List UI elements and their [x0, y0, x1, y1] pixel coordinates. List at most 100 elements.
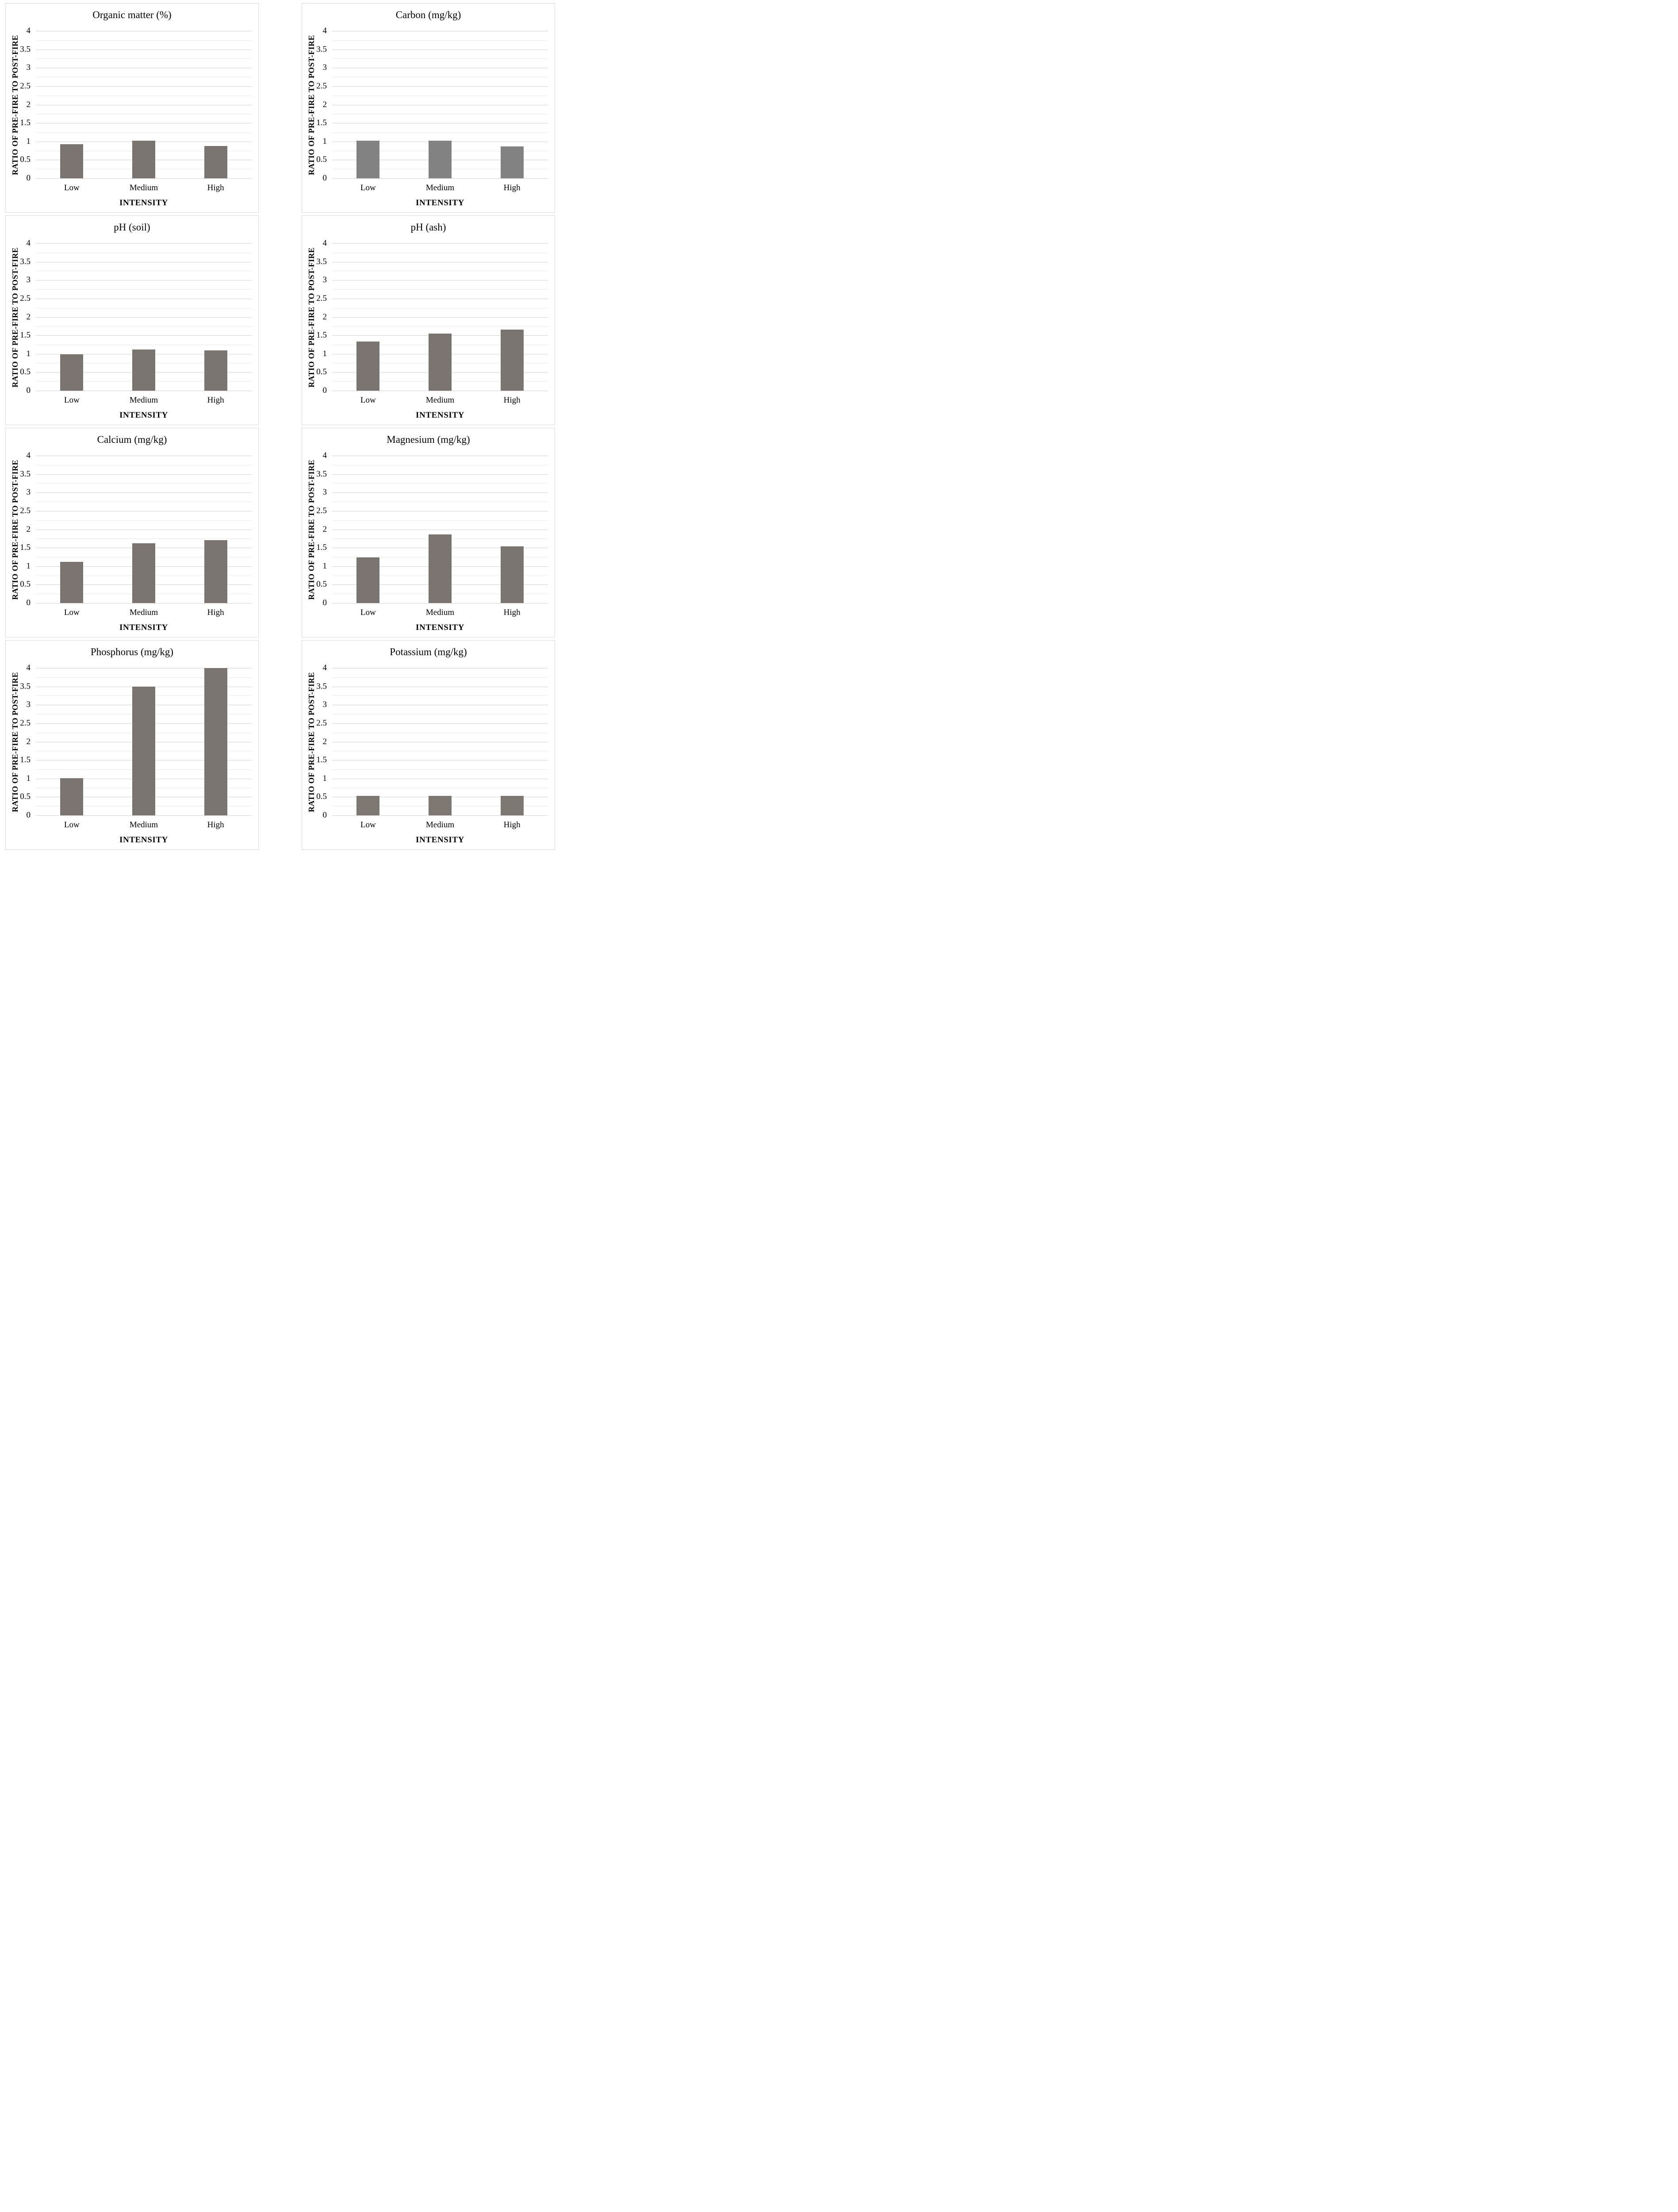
chart-title: Phosphorus (mg/kg)	[90, 646, 174, 657]
bar-high	[204, 540, 227, 603]
y-tick-label: 1	[26, 136, 31, 146]
bar-medium	[429, 534, 452, 603]
y-tick-label: 0	[322, 173, 327, 183]
x-axis-title: INTENSITY	[416, 623, 464, 632]
bar-low	[356, 796, 379, 815]
x-category-label: High	[503, 396, 521, 405]
x-axis-title: INTENSITY	[416, 411, 464, 420]
y-tick-label: 4	[322, 451, 327, 460]
minor-gridline	[332, 520, 548, 521]
chart-title: Carbon (mg/kg)	[395, 9, 461, 20]
bar-high	[204, 146, 227, 178]
x-axis-category-labels: Low Medium High	[332, 183, 548, 193]
major-gridline	[36, 815, 252, 816]
chart-title: pH (soil)	[114, 222, 150, 233]
bar-medium	[132, 543, 155, 603]
y-tick-label: 3.5	[20, 469, 31, 479]
major-gridline	[332, 317, 548, 318]
figure-grid: Organic matter (%) RATIO OF PRE-FIRE TO P…	[0, 0, 559, 853]
y-tick-label: 2	[26, 737, 31, 746]
chart-title: Potassium (mg/kg)	[390, 646, 467, 657]
x-category-label: High	[503, 183, 521, 192]
y-tick-label: 3	[322, 488, 327, 497]
y-axis-tick-labels: 0 0.5 1 1.5 2 2.5 3 3.5 4	[6, 428, 32, 637]
major-gridline	[332, 474, 548, 475]
x-category-label: Low	[360, 820, 376, 830]
y-axis-tick-labels: 0 0.5 1 1.5 2 2.5 3 3.5 4	[302, 641, 329, 849]
y-tick-label: 0	[322, 810, 327, 820]
y-axis-tick-labels: 0 0.5 1 1.5 2 2.5 3 3.5 4	[302, 428, 329, 637]
x-axis-title: INTENSITY	[416, 835, 464, 845]
minor-gridline	[332, 677, 548, 678]
chart-title: Magnesium (mg/kg)	[387, 434, 470, 445]
y-tick-label: 0	[26, 810, 31, 820]
y-tick-label: 0.5	[316, 792, 327, 802]
minor-gridline	[36, 58, 252, 59]
y-tick-label: 0	[26, 386, 31, 395]
y-tick-label: 1	[322, 561, 327, 571]
y-tick-label: 1.5	[20, 330, 31, 340]
y-tick-label: 3.5	[316, 469, 327, 479]
bar-medium	[429, 796, 452, 815]
x-category-label: Medium	[129, 820, 158, 830]
y-tick-label: 1.5	[20, 755, 31, 765]
y-tick-label: 3.5	[20, 681, 31, 691]
y-tick-label: 2.5	[316, 718, 327, 728]
bar-medium	[132, 349, 155, 391]
bar-high	[501, 796, 524, 815]
x-category-label: Medium	[129, 396, 158, 405]
x-axis-title: INTENSITY	[119, 623, 168, 632]
y-axis-tick-labels: 0 0.5 1 1.5 2 2.5 3 3.5 4	[6, 641, 32, 849]
x-axis-title: INTENSITY	[119, 411, 168, 420]
chart-panel: pH (soil) RATIO OF PRE-FIRE TO POST-FIRE 0…	[5, 215, 259, 425]
y-tick-label: 2.5	[20, 506, 31, 515]
y-tick-label: 1.5	[20, 118, 31, 128]
chart-title: Calcium (mg/kg)	[97, 434, 167, 445]
y-tick-label: 2.5	[316, 506, 327, 515]
bar-low	[60, 562, 83, 603]
y-tick-label: 4	[322, 26, 327, 35]
y-tick-label: 3	[26, 488, 31, 497]
major-gridline	[332, 815, 548, 816]
plot-area	[332, 31, 548, 179]
y-tick-label: 1.5	[316, 543, 327, 553]
y-tick-label: 4	[26, 26, 31, 35]
x-category-label: Low	[360, 183, 376, 192]
major-gridline	[36, 243, 252, 244]
plot-area	[332, 668, 548, 816]
x-axis-category-labels: Low Medium High	[36, 608, 252, 618]
x-axis-category-labels: Low Medium High	[36, 396, 252, 405]
chart-panel: Phosphorus (mg/kg) RATIO OF PRE-FIRE TO P…	[5, 640, 259, 850]
x-category-label: Medium	[425, 820, 455, 830]
x-category-label: Medium	[425, 608, 455, 617]
y-tick-label: 2	[26, 312, 31, 322]
x-category-label: High	[207, 608, 224, 617]
chart-panel: pH (ash) RATIO OF PRE-FIRE TO POST-FIRE 0 0…	[302, 215, 555, 425]
x-category-label: High	[503, 820, 521, 830]
chart-title: Organic matter (%)	[92, 9, 172, 20]
x-category-label: Low	[360, 396, 376, 405]
y-tick-label: 1	[26, 561, 31, 571]
y-tick-label: 0.5	[316, 580, 327, 589]
x-category-label: Low	[64, 820, 80, 830]
x-category-label: Medium	[129, 183, 158, 192]
minor-gridline	[36, 483, 252, 484]
minor-gridline	[332, 40, 548, 41]
y-tick-label: 2.5	[316, 81, 327, 91]
y-axis-tick-labels: 0 0.5 1 1.5 2 2.5 3 3.5 4	[6, 216, 32, 425]
minor-gridline	[332, 58, 548, 59]
y-axis-tick-labels: 0 0.5 1 1.5 2 2.5 3 3.5 4	[302, 4, 329, 212]
minor-gridline	[332, 132, 548, 133]
minor-gridline	[332, 769, 548, 770]
y-tick-label: 0.5	[20, 155, 31, 165]
bar-high	[501, 146, 524, 178]
plot-area	[36, 31, 252, 179]
y-axis-tick-labels: 0 0.5 1 1.5 2 2.5 3 3.5 4	[6, 4, 32, 212]
y-axis-tick-labels: 0 0.5 1 1.5 2 2.5 3 3.5 4	[302, 216, 329, 425]
minor-gridline	[332, 289, 548, 290]
chart-panel: Magnesium (mg/kg) RATIO OF PRE-FIRE TO PO…	[302, 428, 555, 637]
bar-high	[501, 546, 524, 603]
x-category-label: Medium	[425, 183, 455, 192]
major-gridline	[332, 86, 548, 87]
major-gridline	[36, 492, 252, 493]
